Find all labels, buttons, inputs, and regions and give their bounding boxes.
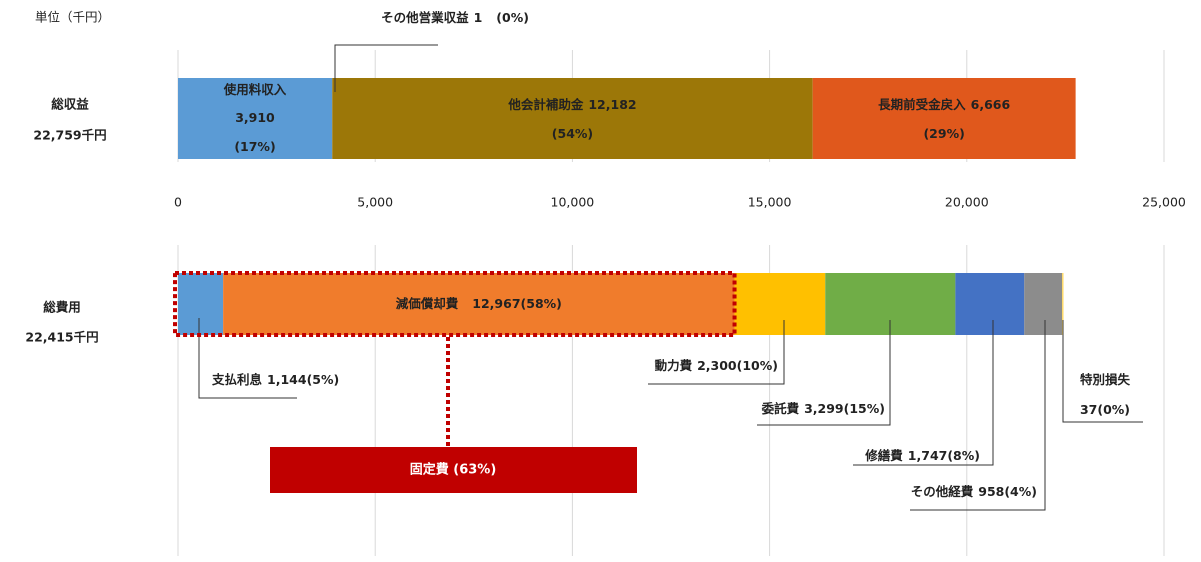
bar-segment (332, 78, 813, 159)
bar-segment (734, 273, 826, 335)
value-label: 3,299 (804, 401, 844, 416)
share-label: (15%) (844, 401, 885, 416)
value-label: 1 (474, 10, 483, 25)
share-label: (54%) (552, 126, 593, 141)
bar-segment (178, 78, 333, 159)
bar-segment (1062, 273, 1064, 335)
callout-line (334, 44, 438, 92)
callout-line (910, 320, 1046, 511)
share-label: (17%) (234, 139, 275, 154)
callout-line (853, 320, 994, 466)
share-label: (10%) (737, 358, 778, 373)
bar-segment (178, 273, 224, 335)
total-label: 22,759千円 (33, 128, 106, 143)
data-label: 修繕費 1,747(8%) (864, 448, 980, 463)
data-label: その他営業収益 1 (0%) (381, 10, 529, 25)
callout-line (648, 320, 785, 385)
data-label: 動力費 2,300(10%) (655, 358, 778, 373)
value-label: 958 (978, 484, 1004, 499)
value-label: 12,967 (472, 296, 520, 311)
value-label: 1,747 (908, 448, 948, 463)
series-name: 修繕費 (864, 448, 903, 463)
data-label: 37(0%) (1080, 402, 1130, 417)
value-label: 37 (1080, 402, 1097, 417)
data-label: 使用料収入 (223, 82, 287, 97)
category-label: 総収益 (51, 97, 89, 112)
x-tick-label: 5,000 (357, 195, 393, 210)
callout-line (198, 318, 297, 399)
total-label: 22,415千円 (25, 330, 98, 345)
series-name: 長期前受金戻入 (878, 97, 966, 112)
share-label: (8%) (947, 448, 980, 463)
x-tick-label: 15,000 (748, 195, 792, 210)
value-label: 3,910 (235, 110, 275, 125)
share-label: (4%) (1004, 484, 1037, 499)
bar-segment (1024, 273, 1063, 335)
series-name: 委託費 (761, 401, 800, 416)
data-label: (54%) (552, 126, 593, 141)
data-label: 特別損失 (1080, 372, 1131, 387)
series-name: 他会計補助金 (507, 97, 584, 112)
value-label: 6,666 (971, 97, 1011, 112)
x-tick-label: 10,000 (551, 195, 595, 210)
x-tick-label: 25,000 (1142, 195, 1186, 210)
bar-segment (223, 273, 735, 335)
series-name: 使用料収入 (223, 82, 287, 97)
data-label: 減価償却費 12,967(58%) (396, 296, 562, 311)
share-label: (0%) (1097, 402, 1130, 417)
data-label: 3,910 (235, 110, 275, 125)
data-label: 他会計補助金 12,182 (507, 97, 636, 112)
series-name: その他営業収益 (381, 10, 469, 25)
series-name: その他経費 (911, 484, 974, 499)
data-label: (29%) (923, 126, 964, 141)
share-label: (58%) (521, 296, 562, 311)
series-name: 特別損失 (1080, 372, 1131, 387)
series-name: 支払利息 (211, 372, 263, 387)
unit-label: 単位（千円） (35, 10, 110, 25)
x-tick-label: 0 (174, 195, 182, 210)
share-label: (0%) (496, 10, 529, 25)
value-label: 2,300 (697, 358, 737, 373)
value-label: 1,144 (267, 372, 307, 387)
bracket-outline (173, 271, 737, 337)
bar-segment (955, 273, 1025, 335)
data-label: 委託費 3,299(15%) (761, 401, 885, 416)
bracket-label: 固定費 (63%) (410, 462, 497, 478)
callout-line (757, 320, 891, 426)
share-label: (29%) (923, 126, 964, 141)
bracket-box (270, 447, 637, 493)
category-label: 総費用 (43, 300, 81, 315)
data-label: (17%) (234, 139, 275, 154)
value-label: 12,182 (588, 97, 636, 112)
x-tick-label: 20,000 (945, 195, 989, 210)
series-name: 減価償却費 (396, 296, 459, 311)
data-label: その他経費 958(4%) (911, 484, 1037, 499)
bar-segment (812, 78, 1076, 159)
share-label: (5%) (307, 372, 340, 387)
data-label: 長期前受金戻入 6,666 (878, 97, 1010, 112)
callout-line (1062, 320, 1143, 423)
series-name: 動力費 (655, 358, 693, 373)
data-label: 支払利息 1,144(5%) (211, 372, 339, 387)
